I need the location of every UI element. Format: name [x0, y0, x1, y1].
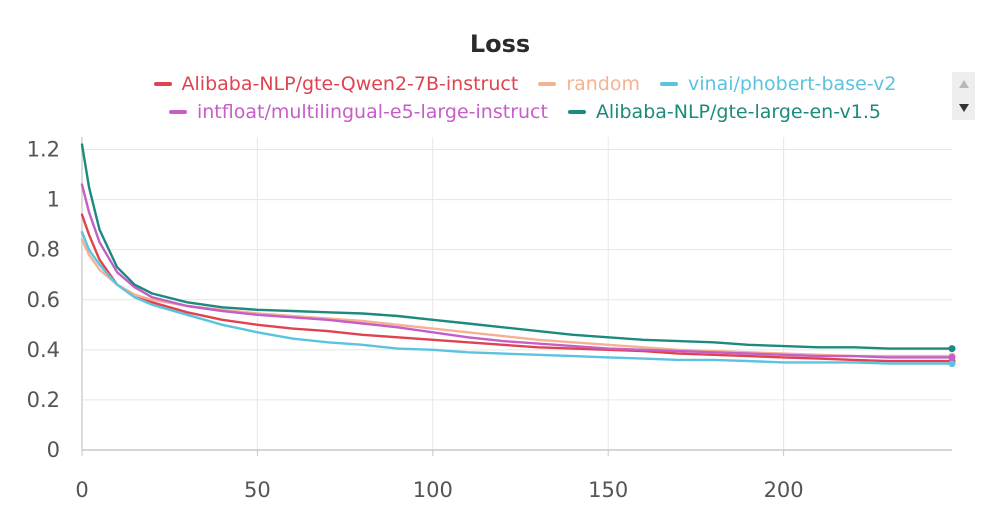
x-tick-label: 100	[413, 478, 453, 502]
legend-item[interactable]: Alibaba-NLP/gte-large-en-v1.5	[567, 101, 882, 123]
legend-item[interactable]: random	[538, 73, 640, 95]
series-endpoint-3	[948, 353, 956, 361]
chevron-up-icon	[958, 80, 969, 88]
legend-swatch	[153, 82, 172, 86]
series-endpoint-2	[948, 360, 956, 368]
series-line-2	[80, 231, 954, 365]
x-tick-label: 50	[244, 478, 271, 502]
legend-swatch	[660, 82, 679, 86]
legend-label: vinai/phobert-base-v2	[688, 73, 897, 95]
legend-item[interactable]: intfloat/multilingual-e5-large-instruct	[168, 101, 548, 123]
legend-item[interactable]: Alibaba-NLP/gte-Qwen2-7B-instruct	[153, 73, 519, 95]
legend-swatch	[538, 82, 557, 86]
y-tick-label: 0.6	[27, 288, 60, 312]
y-tick-label: 0	[47, 438, 60, 462]
legend-row-2: intfloat/multilingual-e5-large-instruct A…	[110, 98, 940, 126]
legend-swatch	[168, 110, 187, 114]
y-tick-label: 0.4	[27, 338, 60, 362]
legend-scrollbar[interactable]	[952, 72, 975, 120]
x-tick-label: 150	[588, 478, 628, 502]
legend-swatch	[567, 110, 586, 114]
x-tick-label: 0	[75, 478, 88, 502]
x-tick-label: 200	[764, 478, 804, 502]
y-tick-label: 1	[47, 188, 60, 212]
legend-row-1: Alibaba-NLP/gte-Qwen2-7B-instruct random v…	[110, 70, 940, 98]
legend-label: intfloat/multilingual-e5-large-instruct	[196, 101, 548, 123]
legend-label: Alibaba-NLP/gte-Qwen2-7B-instruct	[181, 73, 519, 95]
series-line-0	[80, 213, 954, 363]
y-tick-label: 0.8	[27, 238, 60, 262]
legend-label: random	[566, 73, 641, 95]
chevron-down-icon	[958, 104, 969, 112]
legend-label: Alibaba-NLP/gte-large-en-v1.5	[595, 101, 882, 123]
series-endpoint-4	[948, 345, 956, 353]
y-tick-label: 0.2	[27, 388, 60, 412]
series-line-1	[80, 238, 954, 358]
legend-scroll-up-button[interactable]	[952, 72, 975, 96]
chart-title: Loss	[469, 30, 531, 58]
legend: Alibaba-NLP/gte-Qwen2-7B-instruct random v…	[110, 70, 940, 126]
legend-item[interactable]: vinai/phobert-base-v2	[660, 73, 896, 95]
series-line-4	[80, 143, 954, 350]
y-tick-label: 1.2	[27, 138, 60, 162]
series-line-3	[80, 183, 954, 359]
legend-scroll-down-button[interactable]	[952, 96, 975, 120]
